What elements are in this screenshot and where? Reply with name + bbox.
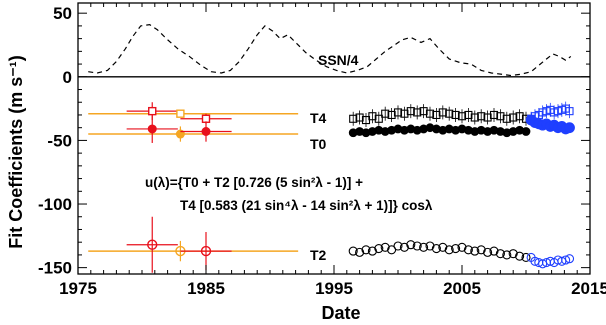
data-point-t2 xyxy=(444,245,454,255)
data-point-t4 xyxy=(432,110,441,120)
data-point-t2 xyxy=(495,249,505,259)
data-point-t4 xyxy=(406,107,415,116)
data-point-t4 xyxy=(413,108,422,117)
data-point-t2 xyxy=(406,240,416,250)
x-axis-label: Date xyxy=(321,303,360,323)
t2-label: T2 xyxy=(310,247,327,263)
data-point-t4 xyxy=(445,109,454,118)
x-tick-label: 1995 xyxy=(315,279,353,298)
data-point-t4 xyxy=(425,109,435,118)
axes-layer: 1975 1985 1995 2005 2015 50 0 -50 -100 -150 xyxy=(38,2,606,298)
data-point-t0 xyxy=(564,122,575,134)
plot-frame xyxy=(77,2,591,275)
data-point-t2 xyxy=(508,249,518,259)
data-series-layer xyxy=(348,101,575,269)
data-point-t2 xyxy=(419,242,429,252)
data-point-t4 xyxy=(483,113,492,122)
ssn-label: SSN/4 xyxy=(318,52,359,68)
data-point-t2 xyxy=(425,241,435,251)
early-point-t2 xyxy=(147,239,158,250)
x-tick-label: 2015 xyxy=(571,279,606,298)
data-point-t2 xyxy=(361,245,371,255)
data-point-t0 xyxy=(521,127,531,136)
data-point-t4 xyxy=(438,108,447,117)
data-point-t4 xyxy=(502,114,511,123)
t0-label: T0 xyxy=(310,136,327,152)
y-tick-label: -150 xyxy=(38,259,72,278)
y-tick-label: 50 xyxy=(53,4,72,23)
data-point-t4 xyxy=(419,107,428,116)
x-tick-label: 2005 xyxy=(443,279,481,298)
data-point-t2 xyxy=(399,242,409,252)
data-point-t2 xyxy=(463,245,473,255)
data-point-t2 xyxy=(483,247,493,257)
data-point-t2 xyxy=(451,244,461,254)
y-tick-label: -100 xyxy=(38,195,72,214)
formula-line-1: u(λ)={T0 + T2 [0.726 (5 sin²λ - 1)] + xyxy=(145,175,363,190)
early-point-t4 xyxy=(201,114,211,123)
data-point-t2 xyxy=(348,246,358,256)
data-point-t2 xyxy=(412,241,422,251)
data-point-t4 xyxy=(457,112,467,121)
early-point-t0 xyxy=(147,124,157,134)
formula-line-2: T4 [0.583 (21 sin⁴λ - 14 sin²λ + 1)]} co… xyxy=(180,198,433,213)
data-point-t2 xyxy=(502,250,512,260)
data-point-t4 xyxy=(355,113,364,122)
data-point-t4 xyxy=(387,110,396,120)
data-point-t4 xyxy=(470,113,479,122)
early-points-layer xyxy=(126,102,232,273)
data-point-t4 xyxy=(374,114,383,123)
early-point-t4 xyxy=(176,109,185,118)
data-point-t2 xyxy=(457,242,467,252)
data-point-t2 xyxy=(561,255,571,265)
data-point-t4 xyxy=(349,114,358,123)
data-point-t4 xyxy=(381,109,390,118)
data-point-t4 xyxy=(464,110,473,120)
y-axis-label: Fit Coefficients (m s⁻¹) xyxy=(6,55,26,249)
data-point-t4 xyxy=(477,112,486,121)
y-tick-label: -50 xyxy=(47,131,72,150)
data-point-t2 xyxy=(515,251,525,261)
t4-label: T4 xyxy=(310,110,327,126)
data-point-t4 xyxy=(489,110,499,120)
data-point-t2 xyxy=(355,247,365,257)
data-point-t2 xyxy=(438,242,448,252)
x-tick-label: 1985 xyxy=(187,279,225,298)
data-point-t4 xyxy=(509,113,518,122)
data-point-t4 xyxy=(368,112,377,121)
data-point-t2 xyxy=(380,242,390,252)
data-point-t2 xyxy=(431,244,441,254)
data-point-t2 xyxy=(489,246,499,256)
early-point-t0 xyxy=(201,127,211,137)
data-point-t4 xyxy=(451,110,460,120)
data-point-t2 xyxy=(367,246,377,256)
data-point-t2 xyxy=(476,245,486,255)
y-tick-label: 0 xyxy=(63,68,72,87)
data-point-t2 xyxy=(470,246,480,256)
data-point-t2 xyxy=(564,254,575,264)
data-point-t4 xyxy=(515,112,524,121)
data-point-t2 xyxy=(521,252,531,263)
early-point-t4 xyxy=(148,106,157,116)
x-tick-label: 1975 xyxy=(59,279,97,298)
data-point-t2 xyxy=(393,241,403,251)
data-point-t4 xyxy=(393,108,403,117)
data-point-t2 xyxy=(374,244,384,254)
data-point-t4 xyxy=(565,107,574,116)
data-point-t4 xyxy=(400,109,409,118)
data-point-t4 xyxy=(496,112,505,121)
early-point-t2 xyxy=(200,245,212,257)
